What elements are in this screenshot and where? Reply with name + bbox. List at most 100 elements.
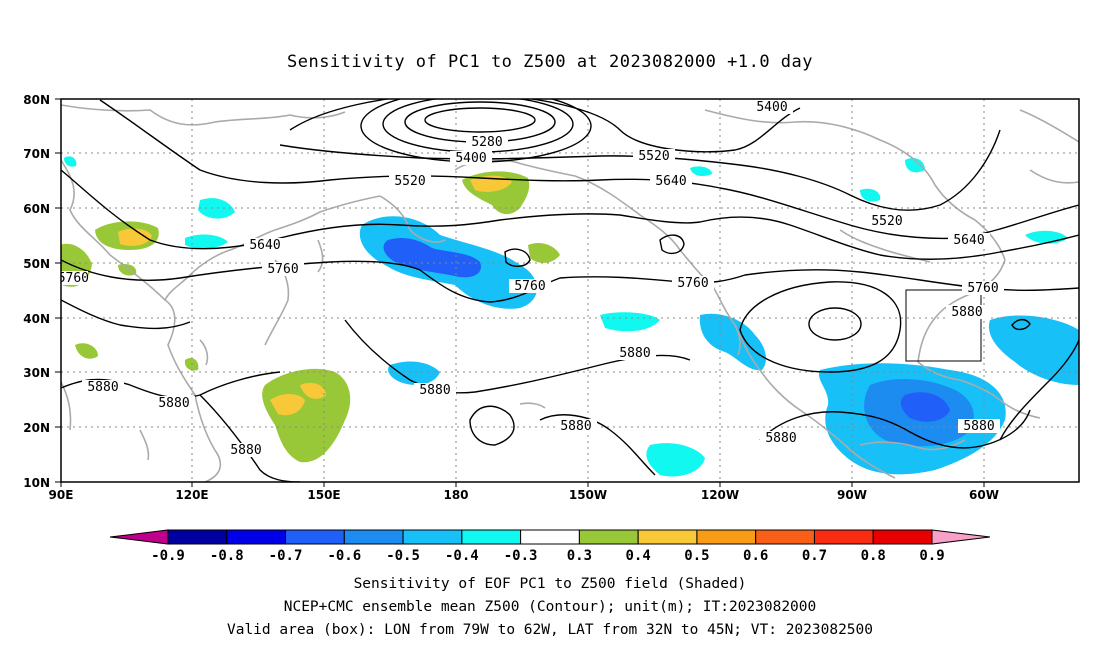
contour-label: 5880 xyxy=(225,443,267,458)
lon-label: 120W xyxy=(701,488,739,502)
svg-text:5880: 5880 xyxy=(158,396,189,411)
map-panel: 5400 5280 5400 5520 5520 5640 5520 5640 … xyxy=(58,99,1079,482)
colorbar-swatch xyxy=(872,529,933,545)
contour-label: 5760 xyxy=(962,281,1004,296)
colorbar-swatch xyxy=(755,529,815,545)
svg-text:5880: 5880 xyxy=(419,383,450,398)
caption-line-2: NCEP+CMC ensemble mean Z500 (Contour); u… xyxy=(284,599,817,615)
contour-label: 5880 xyxy=(946,305,988,320)
lon-label: 90W xyxy=(837,488,867,502)
contour-label: 5880 xyxy=(614,346,656,361)
lat-label: 60N xyxy=(23,202,50,216)
contour-label: 5880 xyxy=(414,383,456,398)
svg-text:5280: 5280 xyxy=(471,135,502,150)
contour-label: 5280 xyxy=(466,135,508,150)
contour-label: 5520 xyxy=(389,174,431,189)
colorbar-tick-label: -0.6 xyxy=(327,548,361,564)
colorbar-tick-label: -0.5 xyxy=(386,548,420,564)
svg-text:5400: 5400 xyxy=(455,151,486,166)
contour-label: 5400 xyxy=(751,100,793,115)
colorbar xyxy=(109,529,991,545)
colorbar-tick-label: 0.4 xyxy=(626,548,651,564)
colorbar-tick-label: 0.9 xyxy=(919,548,944,564)
svg-text:5760: 5760 xyxy=(967,281,998,296)
svg-text:5760: 5760 xyxy=(58,271,89,286)
colorbar-swatch xyxy=(343,529,404,545)
caption-line-3: Valid area (box): LON from 79W to 62W, L… xyxy=(227,622,873,638)
contour-label: 5640 xyxy=(650,174,692,189)
contour-labels: 5400 5280 5400 5520 5520 5640 5520 5640 … xyxy=(58,100,1004,458)
svg-text:5880: 5880 xyxy=(619,346,650,361)
contour-label: 5640 xyxy=(948,233,990,248)
contour-label: 5520 xyxy=(633,149,675,164)
lat-label: 10N xyxy=(23,476,50,490)
graticule xyxy=(61,99,1079,482)
map-frame xyxy=(60,98,1080,483)
contour-label: 5520 xyxy=(866,214,908,229)
figure-title: Sensitivity of PC1 to Z500 at 2023082000… xyxy=(287,52,813,72)
axis-ticks xyxy=(55,98,985,487)
contour-label: 5880 xyxy=(760,431,802,446)
svg-text:5520: 5520 xyxy=(638,149,669,164)
svg-text:5400: 5400 xyxy=(756,100,787,115)
contour-label: 5760 xyxy=(509,279,551,294)
colorbar-swatch xyxy=(402,529,463,545)
svg-text:5760: 5760 xyxy=(267,262,298,277)
contour-label: 5760 xyxy=(58,271,89,286)
svg-text:5640: 5640 xyxy=(249,238,280,253)
colorbar-tick-label: -0.8 xyxy=(210,548,244,564)
lon-label: 60W xyxy=(969,488,999,502)
contour-label: 5880 xyxy=(82,380,124,395)
longitude-labels: 90E 120E 150E 180 150W 120W 90W 60W xyxy=(49,488,999,502)
lon-label: 90E xyxy=(49,488,74,502)
svg-text:5880: 5880 xyxy=(230,443,261,458)
svg-text:5880: 5880 xyxy=(963,419,994,434)
colorbar-swatch xyxy=(637,529,698,545)
colorbar-tick-label: -0.4 xyxy=(445,548,479,564)
svg-text:5520: 5520 xyxy=(394,174,425,189)
colorbar-labels: -0.9 -0.8 -0.7 -0.6 -0.5 -0.4 -0.3 0.3 0.4 0.5 0.6… xyxy=(151,548,945,564)
colorbar-tick-label: -0.3 xyxy=(504,548,538,564)
colorbar-tick-label: 0.3 xyxy=(567,548,592,564)
colorbar-tick-label: 0.6 xyxy=(743,548,768,564)
svg-text:5880: 5880 xyxy=(560,419,591,434)
svg-text:5640: 5640 xyxy=(655,174,686,189)
contour-label: 5880 xyxy=(555,419,597,434)
svg-text:5880: 5880 xyxy=(765,431,796,446)
colorbar-tick-label: 0.7 xyxy=(802,548,827,564)
contour-label: 5760 xyxy=(672,276,714,291)
contour-label: 5760 xyxy=(262,262,304,277)
colorbar-swatch xyxy=(226,529,287,545)
contour-label: 5640 xyxy=(244,238,286,253)
lon-label: 120E xyxy=(175,488,208,502)
colorbar-tick-label: 0.5 xyxy=(684,548,709,564)
colorbar-tick-label: 0.8 xyxy=(861,548,886,564)
lat-label: 40N xyxy=(23,312,50,326)
lon-label: 180 xyxy=(443,488,468,502)
contour-label: 5880 xyxy=(153,396,195,411)
lon-label: 150E xyxy=(307,488,340,502)
colorbar-swatch xyxy=(696,529,757,545)
contour-label: 5400 xyxy=(450,151,492,166)
colorbar-tick-label: -0.7 xyxy=(269,548,303,564)
svg-text:5880: 5880 xyxy=(87,380,118,395)
valid-area-box xyxy=(905,289,982,362)
colorbar-swatch xyxy=(520,529,580,545)
lat-label: 30N xyxy=(23,366,50,380)
lat-label: 70N xyxy=(23,147,50,161)
contour-label: 5880 xyxy=(958,419,1000,434)
lat-label: 20N xyxy=(23,421,50,435)
colorbar-swatch xyxy=(813,529,874,545)
colorbar-swatch xyxy=(461,529,522,545)
colorbar-tick-label: -0.9 xyxy=(151,548,185,564)
colorbar-swatch xyxy=(167,529,228,545)
colorbar-left-triangle xyxy=(109,529,169,545)
lon-label: 150W xyxy=(569,488,607,502)
svg-text:5760: 5760 xyxy=(514,279,545,294)
svg-text:5760: 5760 xyxy=(677,276,708,291)
svg-text:5640: 5640 xyxy=(953,233,984,248)
colorbar-swatch xyxy=(285,529,345,545)
colorbar-swatch xyxy=(578,529,639,545)
latitude-labels: 80N 70N 60N 50N 40N 30N 20N 10N xyxy=(23,93,50,490)
